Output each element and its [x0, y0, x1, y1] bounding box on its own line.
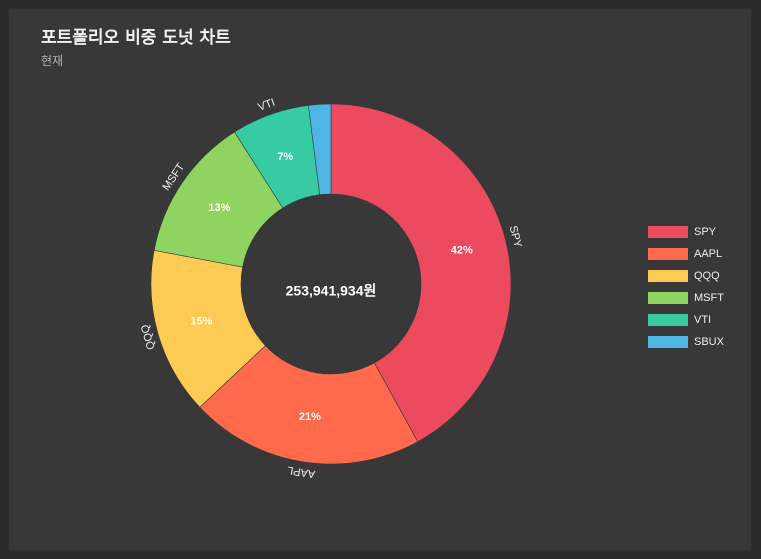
percent-label-spy: 42%	[451, 244, 473, 256]
legend-item-msft[interactable]: MSFT	[648, 287, 724, 309]
legend-label: QQQ	[694, 270, 720, 282]
legend-swatch	[648, 248, 688, 260]
legend-label: MSFT	[694, 292, 724, 304]
legend-swatch	[648, 292, 688, 304]
category-label-aapl: AAPL	[286, 464, 316, 480]
category-label-qqq: QQQ	[139, 323, 158, 351]
chart-title: 포트폴리오 비중 도넛 차트	[41, 28, 231, 48]
percent-label-aapl: 21%	[299, 411, 321, 423]
legend-item-sbux[interactable]: SBUX	[648, 331, 724, 353]
legend-label: VTI	[694, 314, 712, 326]
slice-qqq[interactable]	[150, 249, 266, 408]
legend-item-spy[interactable]: SPY	[648, 221, 724, 243]
chart-subtitle: 현재	[41, 54, 64, 68]
category-label-vti: VTI	[257, 97, 277, 114]
legend-label: AAPL	[694, 248, 723, 260]
legend-swatch	[648, 270, 688, 282]
legend-swatch	[648, 226, 688, 238]
percent-labels: 42% 21% 15% 13% 7%	[190, 151, 473, 423]
percent-label-vti: 7%	[277, 151, 293, 163]
percent-label-msft: 13%	[208, 202, 230, 214]
slice-aapl[interactable]	[199, 345, 419, 465]
legend: SPY AAPL QQQ MSFT VTI SBUX	[648, 221, 724, 353]
legend-label: SBUX	[694, 336, 724, 348]
legend-item-aapl[interactable]: AAPL	[648, 243, 724, 265]
percent-label-qqq: 15%	[190, 316, 212, 328]
category-label-spy: SPY	[507, 225, 524, 250]
legend-item-vti[interactable]: VTI	[648, 309, 724, 331]
legend-swatch	[648, 336, 688, 348]
donut-slices	[150, 103, 512, 465]
chart-card: 포트폴리오 비중 도넛 차트 현재 42% 21% 15% 13% 7% SPY AAPL…	[8, 8, 752, 551]
center-total-label: 253,941,934원	[286, 283, 377, 299]
slice-spy[interactable]	[330, 103, 512, 443]
legend-label: SPY	[694, 226, 717, 238]
legend-item-qqq[interactable]: QQQ	[648, 265, 724, 287]
slice-sbux[interactable]	[308, 103, 332, 196]
legend-swatch	[648, 314, 688, 326]
